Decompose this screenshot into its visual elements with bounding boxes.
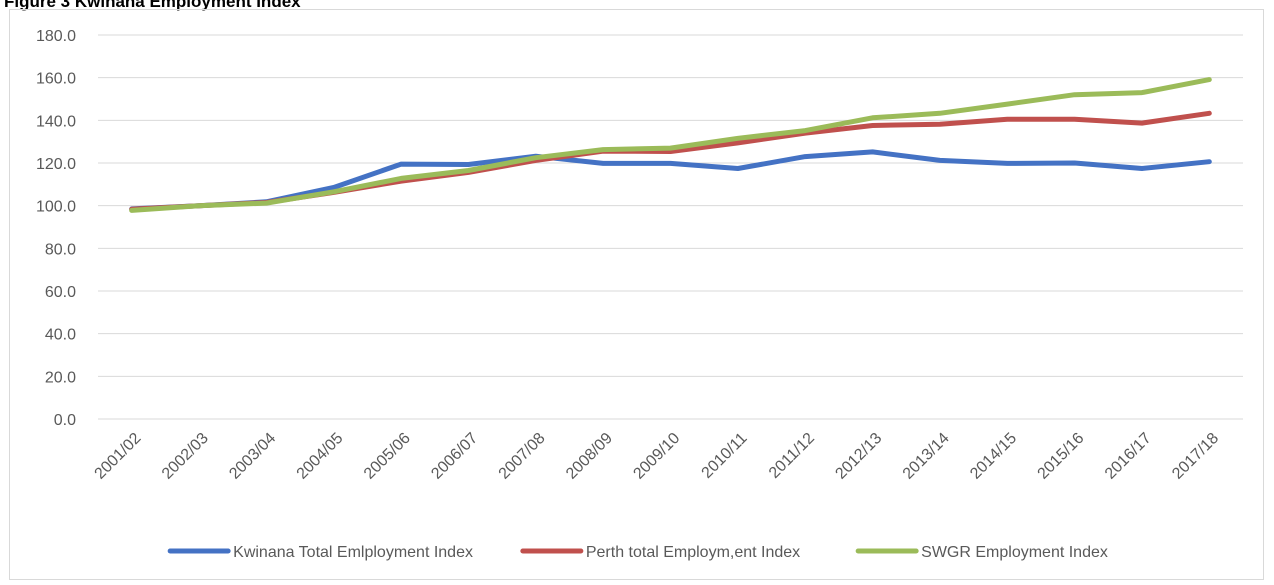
x-tick-label: 2002/03 <box>159 430 212 483</box>
series-lines <box>129 77 1212 213</box>
x-tick-label: 2011/12 <box>766 430 818 482</box>
x-tick-label: 2015/16 <box>1035 430 1088 483</box>
y-tick-label: 0.0 <box>54 412 76 429</box>
x-tick-label: 2016/17 <box>1102 430 1155 483</box>
x-tick-label: 2012/13 <box>832 430 885 483</box>
y-tick-label: 140.0 <box>36 113 76 130</box>
y-tick-label: 40.0 <box>45 327 76 344</box>
y-tick-label: 20.0 <box>45 369 76 386</box>
x-axis: 2001/02 2002/03 2003/04 2004/05 2005/06 2006/… <box>92 430 1223 483</box>
y-tick-label: 120.0 <box>36 156 76 173</box>
legend: Kwinana Total Emlployment Index Perth tot… <box>167 544 1108 561</box>
legend-label-3: SWGR Employment Index <box>921 544 1108 561</box>
y-tick-label: 100.0 <box>36 199 76 216</box>
x-tick-label: 2004/05 <box>294 430 347 483</box>
x-tick-label: 2003/04 <box>226 430 279 483</box>
gridlines <box>98 34 1243 420</box>
x-tick-label: 2014/15 <box>967 430 1020 483</box>
y-tick-label: 180.0 <box>36 28 76 45</box>
y-tick-label: 80.0 <box>45 241 76 258</box>
x-tick-label: 2006/07 <box>428 430 481 483</box>
x-tick-label: 2009/10 <box>630 430 683 483</box>
x-tick-label: 2013/14 <box>900 430 953 483</box>
x-tick-label: 2005/06 <box>361 430 414 483</box>
y-tick-label: 160.0 <box>36 71 76 88</box>
y-tick-label: 60.0 <box>45 284 76 301</box>
series-line-3 <box>129 77 1212 213</box>
series-line-1 <box>129 149 1212 212</box>
x-tick-label: 2010/11 <box>699 430 751 482</box>
y-axis: 0.0 20.0 40.0 60.0 80.0 100.0 120.0 140.0 160.0 1… <box>36 28 76 429</box>
x-tick-label: 2001/02 <box>92 430 145 483</box>
figure-title: Figure 3 Kwinana Employment Index <box>4 0 301 11</box>
x-tick-label: 2007/08 <box>496 430 549 483</box>
legend-label-1: Kwinana Total Emlployment Index <box>233 544 473 561</box>
x-tick-label: 2017/18 <box>1169 430 1222 483</box>
chart-frame <box>9 9 1264 580</box>
legend-label-2: Perth total Employm,ent Index <box>586 544 800 561</box>
x-tick-label: 2008/09 <box>563 430 616 483</box>
